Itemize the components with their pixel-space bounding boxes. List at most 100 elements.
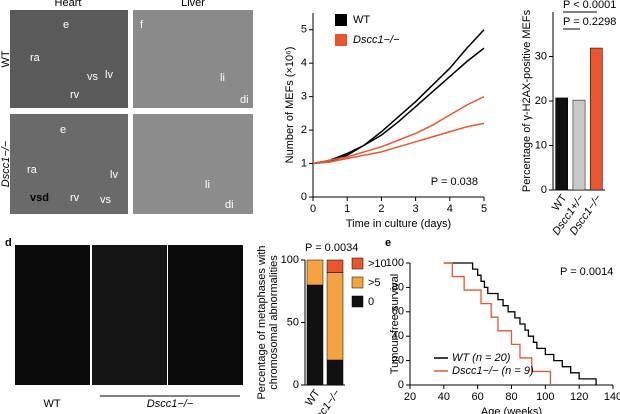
x-axis-label: Age (weeks) <box>481 406 542 414</box>
image-label: f <box>140 19 144 31</box>
y-tick-label: 10 <box>535 139 547 151</box>
legend-label: WT <box>353 14 370 26</box>
legend-label: Dscc1−/− <box>353 34 400 46</box>
chromosome-image <box>168 245 243 385</box>
image-label: e <box>60 124 66 136</box>
image-label: di <box>240 94 249 106</box>
bar-segment <box>306 284 324 386</box>
histology-image <box>133 114 253 214</box>
legend-swatch <box>335 14 347 26</box>
legend-label: Dscc1−/− (n = 9) <box>452 365 534 377</box>
y-tick-label: 30 <box>535 50 547 62</box>
x-tick-label: 120 <box>570 391 588 403</box>
x-axis-label: Time in culture (days) <box>346 218 451 230</box>
legend-swatch <box>335 34 347 46</box>
annotation: P = 0.2298 <box>563 16 616 28</box>
y-tick-label: 50 <box>287 316 299 328</box>
y-tick-label: 80 <box>392 281 404 293</box>
y-tick-label: 100 <box>386 257 404 269</box>
y-tick-label: 0 <box>541 184 547 196</box>
y-axis-label: Number of MEFs (×10⁶) <box>284 47 296 164</box>
y-axis-label: Percentage of γ-H2AX-positive MEFs <box>521 9 533 192</box>
y-tick-label: 20 <box>392 355 404 367</box>
row-label: Dscc1−/− <box>0 140 12 187</box>
annotation: P = 0.0034 <box>305 242 358 254</box>
y-axis-label: Percentage of metaphases with <box>256 245 268 399</box>
y-tick-label: 4 <box>301 57 307 69</box>
image-label: lv <box>105 69 113 81</box>
bar <box>555 97 568 191</box>
image-label: vs <box>87 71 99 83</box>
caption: Dscc1−/− <box>147 398 194 410</box>
y-tick-label: 40 <box>392 330 404 342</box>
x-tick-label: 4 <box>447 203 453 215</box>
column-label: Liver <box>181 0 205 9</box>
bar-segment <box>306 259 324 286</box>
caption: WT <box>43 398 60 410</box>
image-label: vs <box>100 194 112 206</box>
legend-swatch <box>351 295 364 308</box>
image-label: vsd <box>30 192 49 204</box>
legend-label: >5 <box>368 277 381 289</box>
y-tick-label: 1 <box>301 157 307 169</box>
y-tick-label: 2 <box>301 124 307 136</box>
line-series <box>312 122 485 165</box>
histology-image <box>10 10 128 108</box>
y-tick-label: 0 <box>293 379 299 391</box>
y-tick-label: 100 <box>281 254 299 266</box>
survival-curve <box>443 262 552 385</box>
x-tick-label: 5 <box>481 203 487 215</box>
bar-segment <box>326 259 344 273</box>
x-tick-label: 2 <box>378 203 384 215</box>
histology-image <box>133 10 253 108</box>
bar-segment <box>326 359 344 386</box>
line-series <box>312 29 485 165</box>
image-label: lv <box>110 169 118 181</box>
panel-letter: e <box>385 237 391 249</box>
annotation: P = 0.038 <box>431 176 478 188</box>
image-label: ra <box>27 164 38 176</box>
image-label: li <box>205 179 210 191</box>
chromosome-image <box>92 245 167 385</box>
y-tick-label: 5 <box>301 24 307 36</box>
x-tick-label: 40 <box>438 391 450 403</box>
image-label: li <box>220 72 225 84</box>
x-tick-label: 1 <box>344 203 350 215</box>
image-label: e <box>63 19 69 31</box>
y-tick-label: 20 <box>535 95 547 107</box>
annotation: P = 0.0014 <box>560 266 613 278</box>
legend-label: 0 <box>368 296 374 308</box>
x-tick-label: 3 <box>413 203 419 215</box>
annotation: P < 0.0001 <box>563 0 616 11</box>
x-tick-label: 100 <box>536 391 554 403</box>
y-tick-label: 0 <box>301 191 307 203</box>
bar-segment <box>326 272 344 361</box>
y-tick-label: 3 <box>301 91 307 103</box>
x-tick-label: 0 <box>310 203 316 215</box>
line-series <box>312 95 485 165</box>
image-label: di <box>225 199 234 211</box>
legend-label: WT (n = 20) <box>452 352 511 364</box>
line-series <box>312 47 485 165</box>
bar <box>590 47 603 191</box>
x-tick-label: 80 <box>505 391 517 403</box>
row-label: WT <box>0 50 12 67</box>
legend-label: >10 <box>368 258 387 270</box>
image-label: rv <box>70 192 80 204</box>
x-tick-label: 60 <box>472 391 484 403</box>
image-label: rv <box>70 89 80 101</box>
y-axis-label: Tumour-free survival <box>389 274 401 374</box>
x-tick-label: 140 <box>604 391 620 403</box>
bar <box>572 99 586 191</box>
panel-letter: d <box>5 237 12 249</box>
legend-swatch <box>351 257 364 270</box>
x-tick-label: 20 <box>404 391 416 403</box>
y-tick-label: 0 <box>398 379 404 391</box>
legend-swatch <box>351 276 364 289</box>
column-label: Heart <box>55 0 82 9</box>
histology-image <box>10 114 128 214</box>
survival-curve <box>443 262 597 385</box>
image-label: ra <box>30 52 41 64</box>
chromosome-image <box>15 245 90 385</box>
